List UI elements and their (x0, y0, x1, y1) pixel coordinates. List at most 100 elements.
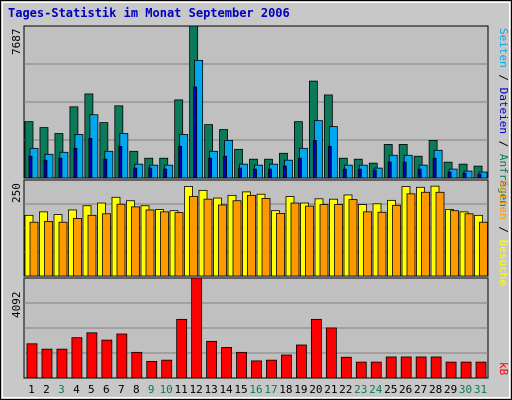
bar-kb (26, 343, 38, 379)
bar-seiten (238, 167, 242, 179)
bar-seiten (178, 145, 183, 179)
x-tick-label: 1 (28, 383, 35, 396)
bar-kb (236, 351, 247, 379)
x-tick-label: 30 (459, 383, 472, 396)
bar-kb (325, 327, 337, 379)
bar-kb (475, 361, 487, 379)
legend-kb: kB (497, 362, 510, 376)
bar-seiten (387, 161, 392, 179)
bar-kb (460, 361, 472, 379)
bar-seiten (435, 191, 445, 277)
bar-seiten (327, 145, 332, 179)
bar-kb (251, 360, 262, 379)
bar-kb (310, 318, 322, 379)
x-axis-labels: 1 2 3 4 5 6 7 8 9 10 11 12 13 14 15 16 17 18 19 20 21 22 23 24 2… (28, 383, 487, 396)
bar-seiten (290, 202, 300, 277)
x-tick-label: 29 (444, 383, 457, 396)
bar-seiten (357, 168, 362, 179)
y-max-label-bottom: 4092 (10, 292, 23, 319)
bar-seiten (44, 221, 53, 277)
bar-seiten (163, 168, 168, 179)
bar-kb (146, 360, 158, 379)
x-tick-label: 6 (103, 383, 110, 396)
x-tick-label: 28 (429, 383, 442, 396)
bar-seiten (208, 157, 213, 179)
panel-bottom (23, 277, 489, 379)
bar-seiten (131, 206, 140, 277)
x-tick-label: 9 (148, 383, 155, 396)
bar-kb (400, 356, 412, 379)
x-tick-label: 10 (160, 383, 173, 396)
bar-kb (116, 333, 128, 379)
x-tick-label: 23 (354, 383, 367, 396)
legend-dateien: Dateien (497, 88, 510, 134)
legend-slash: / (497, 220, 510, 240)
bar-seiten (73, 217, 82, 277)
bar-kb (430, 356, 442, 379)
bar-seiten (118, 145, 123, 179)
bar-seiten (464, 213, 474, 277)
bar-seiten (145, 209, 155, 277)
bar-seiten (103, 158, 108, 179)
bar-kb (340, 356, 352, 379)
legend-slash: / (497, 134, 510, 154)
bar-seiten (193, 86, 198, 179)
bar-seiten (479, 221, 488, 277)
bar-seiten (477, 173, 482, 179)
x-tick-label: 26 (399, 383, 412, 396)
bar-seiten (417, 168, 422, 179)
x-tick-label: 15 (234, 383, 247, 396)
panel-middle (23, 179, 489, 277)
bar-seiten (342, 168, 347, 179)
legend-anfragen: Anfragen (497, 154, 510, 207)
bar-kb (71, 337, 83, 379)
x-tick-label: 22 (339, 383, 352, 396)
legend-besuche: Besuche (497, 240, 510, 286)
x-tick-label: 2 (43, 383, 50, 396)
x-tick-label: 8 (133, 383, 140, 396)
bar-seiten (29, 221, 39, 277)
x-tick-label: 7 (118, 383, 125, 396)
bar-seiten (406, 193, 416, 277)
x-tick-label: 16 (249, 383, 262, 396)
legend-bottom: kB (497, 362, 510, 376)
chart-title: Tages-Statistik im Monat September 2006 (8, 6, 290, 20)
bar-seiten (247, 194, 256, 277)
bar-seiten (421, 191, 430, 277)
legend-middle: Seiten / Besuche (497, 180, 510, 286)
bar-seiten (88, 138, 93, 179)
bar-seiten (28, 155, 33, 179)
bar-kb (131, 351, 143, 379)
bar-kb (161, 359, 173, 379)
bar-seiten (348, 199, 358, 277)
legend-seiten: Seiten (497, 28, 510, 68)
x-tick-label: 11 (175, 383, 188, 396)
x-tick-label: 27 (414, 383, 427, 396)
bar-seiten (402, 161, 407, 179)
bar-kb (415, 356, 427, 379)
x-tick-label: 14 (219, 383, 233, 396)
bar-seiten (447, 171, 452, 179)
legend-slash: / (497, 68, 510, 88)
bar-kb (296, 344, 307, 379)
x-tick-label: 5 (88, 383, 95, 396)
bar-kb (41, 348, 53, 379)
bar-kb (101, 339, 113, 379)
bar-seiten (203, 198, 213, 277)
bar-seiten (283, 165, 287, 179)
x-tick-label: 21 (324, 383, 337, 396)
bar-seiten (133, 167, 138, 179)
bar-seiten (160, 211, 169, 277)
x-tick-label: 13 (204, 383, 217, 396)
y-max-label-top: 7687 (10, 29, 23, 56)
x-tick-label: 31 (474, 383, 487, 396)
legend-top: Seiten / Dateien / Anfragen (497, 28, 510, 207)
bar-kb (385, 356, 397, 379)
bar-seiten (253, 168, 257, 179)
x-tick-label: 24 (369, 383, 383, 396)
bar-seiten (377, 211, 387, 277)
bar-seiten (319, 204, 329, 277)
x-tick-label: 18 (279, 383, 292, 396)
bar-seiten (305, 205, 314, 277)
